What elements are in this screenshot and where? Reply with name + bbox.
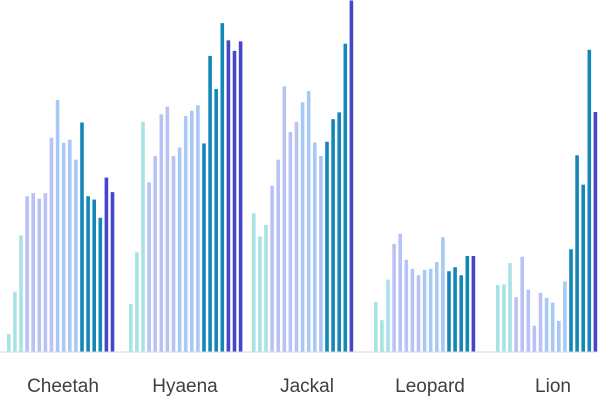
bar-hyaena-2 [135, 252, 139, 352]
bar-cheetah-11 [68, 139, 72, 352]
bar-cheetah-6 [37, 198, 42, 352]
bar-hyaena-12 [196, 105, 200, 352]
bar-hyaena-18 [232, 50, 237, 353]
bar-hyaena-3 [141, 121, 145, 352]
bar-jackal-15 [337, 112, 341, 352]
category-label-lion: Lion [535, 376, 571, 397]
bar-lion-8 [538, 292, 543, 352]
bar-cheetah-16 [98, 217, 103, 352]
bar-jackal-4 [270, 185, 274, 352]
bar-leopard-16 [465, 256, 470, 352]
bar-lion-6 [526, 289, 531, 352]
bar-leopard-9 [422, 269, 427, 352]
bar-lion-10 [550, 302, 555, 352]
bar-lion-5 [520, 256, 524, 352]
bar-hyaena-5 [153, 155, 157, 352]
bar-jackal-1 [252, 213, 256, 352]
bar-hyaena-10 [183, 116, 188, 352]
bar-cheetah-13 [80, 122, 84, 352]
bar-jackal-7 [288, 131, 293, 352]
category-labels: Cheetah Hyaena Jackal Leopard Lion [27, 376, 571, 397]
bar-jackal-12 [319, 155, 323, 352]
bar-jackal-5 [276, 159, 280, 352]
bar-lion-17 [593, 112, 598, 353]
bar-lion-4 [514, 297, 518, 352]
bar-jackal-3 [264, 224, 268, 352]
bar-leopard-5 [398, 233, 402, 352]
bar-cheetah-8 [49, 137, 54, 352]
bar-jackal-10 [306, 91, 311, 352]
bar-cheetah-4 [25, 196, 29, 352]
bar-jackal-13 [325, 141, 329, 352]
bar-lion-14 [575, 155, 579, 352]
category-label-hyaena: Hyaena [152, 376, 218, 397]
bar-leopard-11 [435, 262, 439, 352]
bar-lion-7 [532, 325, 537, 352]
bar-jackal-6 [282, 86, 287, 352]
bar-lion-11 [557, 320, 561, 352]
bar-leopard-13 [447, 271, 451, 352]
bar-jackal-8 [294, 121, 299, 352]
bar-lion-9 [544, 297, 549, 352]
bar-leopard-6 [404, 259, 409, 352]
bar-cheetah-15 [92, 199, 96, 352]
bar-lion-3 [508, 263, 512, 352]
bar-leopard-7 [410, 268, 415, 352]
bar-jackal-16 [343, 43, 348, 353]
bar-lion-13 [569, 249, 573, 352]
bar-hyaena-8 [171, 155, 176, 352]
bar-hyaena-13 [202, 143, 206, 352]
bar-lion-1 [496, 285, 500, 352]
bar-cheetah-18 [110, 192, 115, 352]
bar-hyaena-19 [238, 41, 243, 352]
bar-cheetah-7 [43, 193, 48, 352]
bar-cheetah-17 [104, 177, 109, 352]
bar-cheetah-10 [61, 142, 66, 352]
bar-leopard-3 [386, 279, 390, 352]
bar-hyaena-11 [190, 110, 194, 352]
bar-jackal-9 [300, 102, 305, 352]
bar-leopard-17 [471, 256, 476, 352]
bar-jackal-14 [331, 119, 335, 353]
bar-cheetah-9 [55, 99, 60, 352]
bar-cheetah-14 [86, 196, 90, 352]
bar-lion-16 [587, 49, 592, 352]
bar-hyaena-7 [165, 106, 170, 352]
category-label-cheetah: Cheetah [27, 376, 99, 397]
bar-leopard-15 [459, 275, 463, 352]
bar-leopard-4 [392, 243, 396, 352]
bar-hyaena-4 [147, 182, 151, 352]
bar-hyaena-15 [214, 89, 218, 352]
bar-jackal-11 [313, 142, 317, 352]
category-label-leopard: Leopard [395, 376, 465, 397]
category-label-jackal: Jackal [280, 376, 334, 397]
bar-lion-15 [581, 184, 585, 352]
bar-lion-12 [563, 281, 567, 352]
bar-leopard-8 [416, 275, 421, 352]
bar-leopard-10 [428, 268, 433, 352]
bar-leopard-2 [380, 320, 384, 352]
bar-hyaena-17 [226, 40, 231, 353]
bar-cheetah-3 [19, 235, 23, 352]
bar-jackal-2 [258, 236, 262, 352]
bars-group [7, 0, 598, 353]
bar-hyaena-9 [177, 147, 182, 352]
bar-cheetah-5 [31, 193, 35, 352]
bar-hyaena-1 [129, 304, 133, 352]
bar-leopard-14 [453, 267, 457, 352]
bar-cheetah-12 [74, 159, 78, 352]
bar-hyaena-14 [208, 55, 212, 352]
bar-leopard-12 [441, 237, 445, 352]
bar-cheetah-2 [13, 291, 17, 352]
bar-lion-2 [502, 284, 506, 352]
bar-hyaena-6 [159, 114, 164, 352]
bar-jackal-17 [349, 0, 354, 352]
bar-cheetah-1 [7, 334, 11, 352]
bar-leopard-1 [374, 301, 378, 352]
bar-hyaena-16 [220, 23, 225, 352]
